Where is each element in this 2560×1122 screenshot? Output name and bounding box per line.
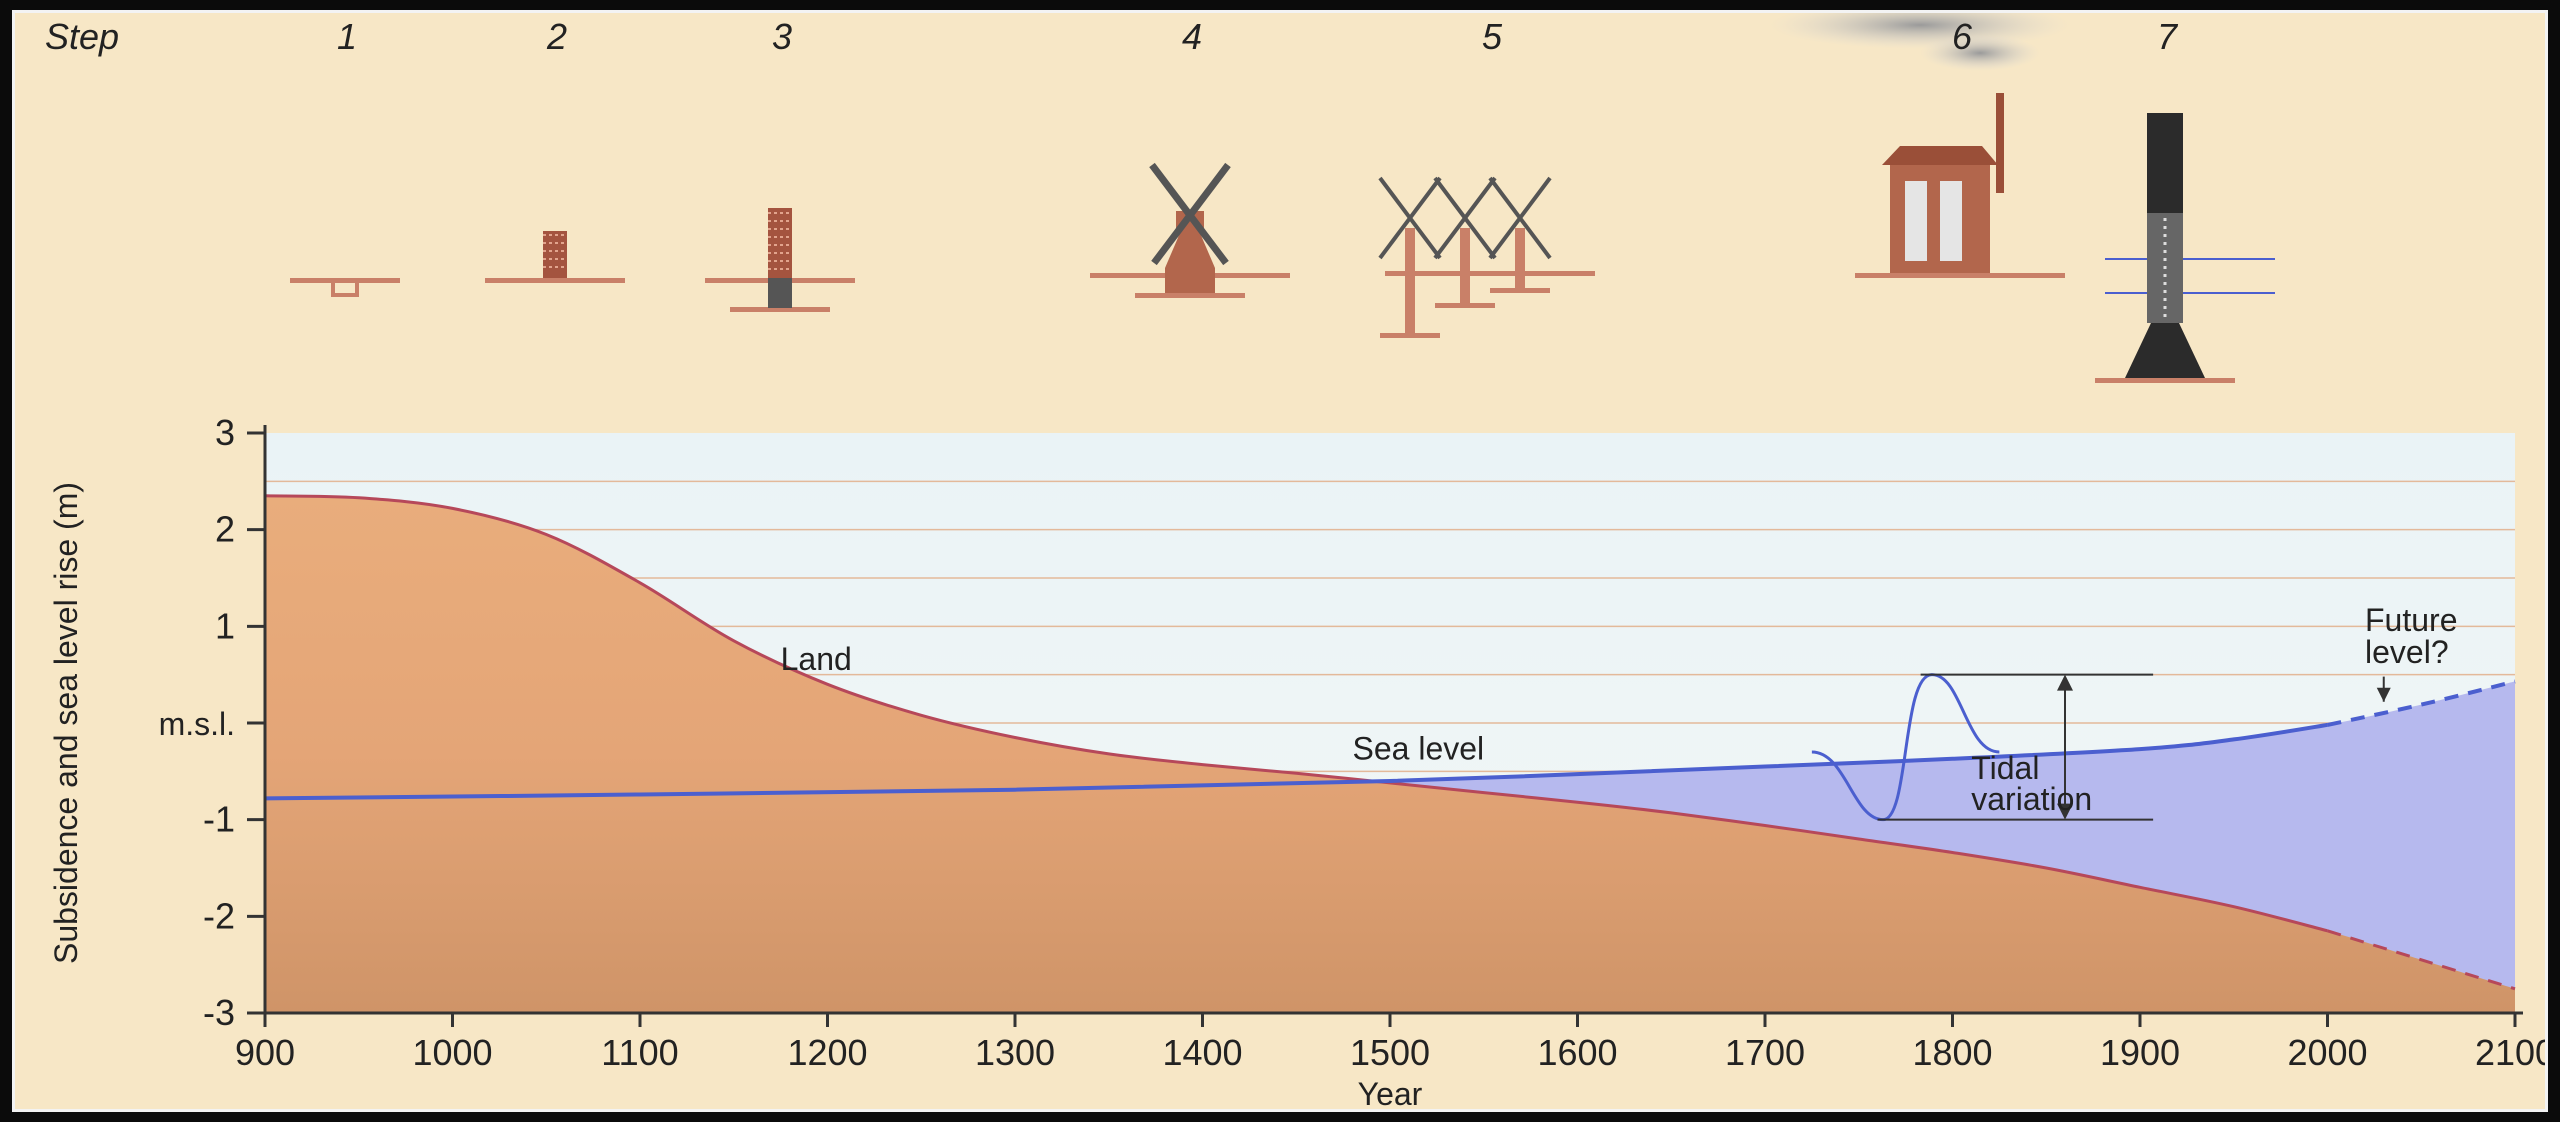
annotation-label: Future bbox=[2365, 602, 2457, 638]
sea-level-line bbox=[264, 722, 2328, 801]
step-label: Step bbox=[45, 16, 119, 57]
steam-pump-house-icon bbox=[1770, 13, 2070, 278]
ditch-icon bbox=[290, 278, 400, 297]
y-tick-label: -3 bbox=[203, 992, 235, 1033]
x-tick-label: 1700 bbox=[1725, 1032, 1805, 1073]
step-number: 4 bbox=[1182, 16, 1202, 57]
step-number: 6 bbox=[1952, 16, 1973, 57]
windmill-icon bbox=[1090, 162, 1290, 298]
y-tick-label: 3 bbox=[215, 412, 235, 453]
x-tick-label: 1400 bbox=[1162, 1032, 1242, 1073]
modern-pump-tower-icon bbox=[2095, 113, 2275, 383]
x-tick-label: 1600 bbox=[1537, 1032, 1617, 1073]
x-tick-label: 1100 bbox=[601, 1032, 678, 1073]
step-number: 3 bbox=[772, 16, 792, 57]
x-axis-label: Year bbox=[1358, 1076, 1423, 1109]
dyke-icon bbox=[705, 208, 855, 312]
y-tick-label: m.s.l. bbox=[159, 706, 235, 742]
arrow-down-icon bbox=[2057, 803, 2073, 820]
windmill-row-icon bbox=[1378, 176, 1595, 338]
annotation-label: Land bbox=[781, 641, 852, 677]
step-number: 2 bbox=[546, 16, 567, 57]
step-number: 5 bbox=[1482, 16, 1503, 57]
y-axis-label: Subsidence and sea level rise (m) bbox=[48, 482, 84, 964]
figure-frame: Step 1 2 3 4 5 6 7 3 2 1 m.s.l. -1 -2 -3 900 1000 1100 1… bbox=[12, 10, 2548, 1112]
step-number: 7 bbox=[2157, 16, 2179, 57]
land-line bbox=[264, 494, 2328, 933]
x-tick-label: 1200 bbox=[787, 1032, 867, 1073]
land-line-projected bbox=[2327, 929, 2516, 991]
y-tick-label: 1 bbox=[215, 605, 235, 646]
mound-icon bbox=[485, 231, 625, 283]
annotation-label: Sea level bbox=[1353, 731, 1485, 767]
x-tick-label: 2100 bbox=[2475, 1032, 2545, 1073]
x-tick-label: 1900 bbox=[2100, 1032, 2180, 1073]
annotation-label: variation bbox=[1971, 781, 2092, 817]
y-tick-label: -2 bbox=[203, 895, 235, 936]
annotation-label: level? bbox=[2365, 634, 2449, 670]
arrow-up-icon bbox=[2057, 674, 2073, 691]
sea-level-line-projected bbox=[2327, 679, 2516, 727]
x-tick-label: 900 bbox=[235, 1032, 295, 1073]
arrow-down-icon bbox=[2376, 687, 2391, 702]
tidal-variation-marker bbox=[1811, 673, 2391, 822]
y-tick-label: -1 bbox=[203, 799, 235, 840]
y-tick-label: 2 bbox=[215, 509, 235, 550]
x-tick-label: 1800 bbox=[1912, 1032, 1992, 1073]
x-tick-label: 1500 bbox=[1350, 1032, 1430, 1073]
x-tick-label: 1300 bbox=[975, 1032, 1055, 1073]
annotation-label: Tidal bbox=[1971, 750, 2039, 786]
x-tick-label: 2000 bbox=[2287, 1032, 2367, 1073]
land-area bbox=[265, 495, 2515, 1013]
x-tick-label: 1000 bbox=[412, 1032, 492, 1073]
tidal-wave bbox=[1811, 673, 2000, 822]
step-number: 1 bbox=[337, 16, 357, 57]
